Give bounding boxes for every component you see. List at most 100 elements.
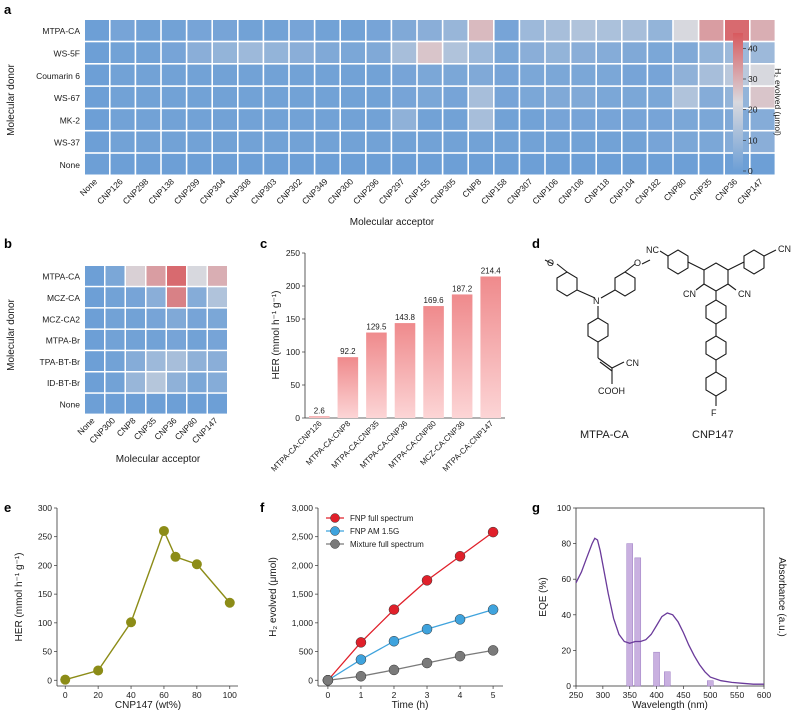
heatmap-a-cell [264,20,289,41]
heatmap-a-cell [264,64,289,86]
heatmap-a-cell [187,86,212,108]
heatmap-a-cell [520,64,545,86]
e-point [93,665,104,676]
heatmap-a-col-label: None [78,176,100,198]
heatmap-a-cell [85,42,109,63]
heatmap-b-cell [187,351,207,371]
heatmap-a-cell [494,42,519,63]
heatmap-b-cell [105,287,125,308]
heatmap-a-cell [187,42,212,63]
f-x-tick-label: 4 [458,690,463,700]
heatmap-a-cell [264,109,289,130]
heatmap-b-cell [105,308,125,329]
heatmap-a-cell [341,86,365,108]
f-point [388,635,400,647]
bar-chart-c: HER (mmol h⁻¹ g⁻¹) 0 50 100 150 200 250 2.6 92… [269,248,505,473]
heatmap-a-cell [520,86,545,108]
heatmap-a-row-label: WS-67 [54,93,80,103]
heatmap-a-cell [161,86,186,108]
heatmap-a-cell [213,64,237,86]
heatmap-a-col-label: CNP304 [197,176,227,206]
f-x-tick-label: 1 [359,690,364,700]
c-bar [451,294,473,418]
heatmap-a-col-label: CNP158 [479,176,509,206]
heatmap-a-col-label: CNP104 [607,176,637,206]
g-x-tick-label: 450 [676,690,690,700]
colorbar-tick-label: 20 [748,105,758,115]
f-x-tick-label: 0 [326,690,331,700]
heatmap-a-cell [161,109,186,130]
heatmap-a-cell [750,153,775,175]
heatmap-a-cell [699,42,724,63]
g-y-tick-label: 0 [566,681,571,691]
heatmap-b-cell [85,287,104,308]
heatmap-b-row-label: MCZ-CA [47,293,80,303]
atom-cn-right: CN [778,244,791,254]
f-series-line [327,649,494,681]
colorbar-tick-label: 30 [748,74,758,84]
f-point [454,550,466,562]
heatmap-b-ylabel: Molecular donor [6,298,17,370]
heatmap-a-cell [520,131,545,153]
atom-nc: NC [646,245,659,255]
c-bar [480,276,501,418]
colorbar-tick-label: 0 [748,166,753,176]
e-x-tick-label: 100 [223,690,237,700]
panel-letter-b: b [4,236,12,251]
c-y-tick-label: 250 [286,248,300,258]
structure-name-mtpa: MTPA-CA [580,429,629,441]
e-x-tick-label: 40 [126,690,136,700]
heatmap-a-cell [545,64,570,86]
cnp-ring-mid [705,299,727,325]
heatmap-b: Molecular donor Molecular acceptor MTPA-… [6,266,227,465]
heatmap-a-cell [187,131,212,153]
heatmap-a-cell [161,20,186,41]
heatmap-a-cell [366,153,391,175]
e-series-line [65,529,231,681]
g-y-tick-label: 20 [562,645,572,655]
heatmap-a-cell [571,86,596,108]
c-bar-label: 92.2 [340,347,356,356]
atom-n: N [593,296,600,306]
g-ylabel: EQE (%) [538,577,549,616]
g-x-tick-label: 550 [730,690,744,700]
heatmap-a-cell [443,131,468,153]
e-x-tick-label: 0 [63,690,68,700]
heatmap-a-cell [110,64,135,86]
heatmap-a-cell [213,131,237,153]
cnp-ring-mid2 [705,335,727,361]
heatmap-a-col-label: CNP106 [530,176,560,206]
heatmap-a-cell [648,86,673,108]
heatmap-a-cell [494,86,519,108]
cnp-bond-cn-b [727,283,737,291]
heatmap-a-cell [366,64,391,86]
f-y-tick-label: 0 [308,675,313,685]
g-y-tick-label: 60 [562,574,572,584]
g-eqe-bar [653,651,660,687]
heatmap-a-cell [392,86,417,108]
heatmap-a-cell [392,42,417,63]
heatmap-a-cell [622,86,647,108]
heatmap-b-cell [126,308,145,329]
heatmap-b-cell [126,287,145,308]
heatmap-b-cell [167,372,186,393]
heatmap-a-col-label: CNP182 [633,176,663,206]
colorbar-tick-label: 40 [748,43,758,53]
heatmap-a-cell [443,153,468,175]
heatmap-a-cell [545,109,570,130]
heatmap-a-cell [571,109,596,130]
f-point [421,623,433,635]
heatmap-a-cell [494,153,519,175]
panel-letter-a: a [4,2,12,17]
heatmap-b-cell [167,266,186,286]
heatmap-a-cell [545,42,570,63]
heatmap-a-cell [494,64,519,86]
f-legend-label: FNP full spectrum [350,514,414,523]
heatmap-a-col-label: CNP118 [582,176,612,206]
panel-letter-e: e [4,500,11,515]
heatmap-a-cell [85,64,109,86]
heatmap-a-col-label: CNP308 [223,176,253,206]
heatmap-a-cell [366,109,391,130]
heatmap-b-row-label: MTPA-Br [46,336,80,346]
cnp-bond-cn-l [695,283,705,291]
